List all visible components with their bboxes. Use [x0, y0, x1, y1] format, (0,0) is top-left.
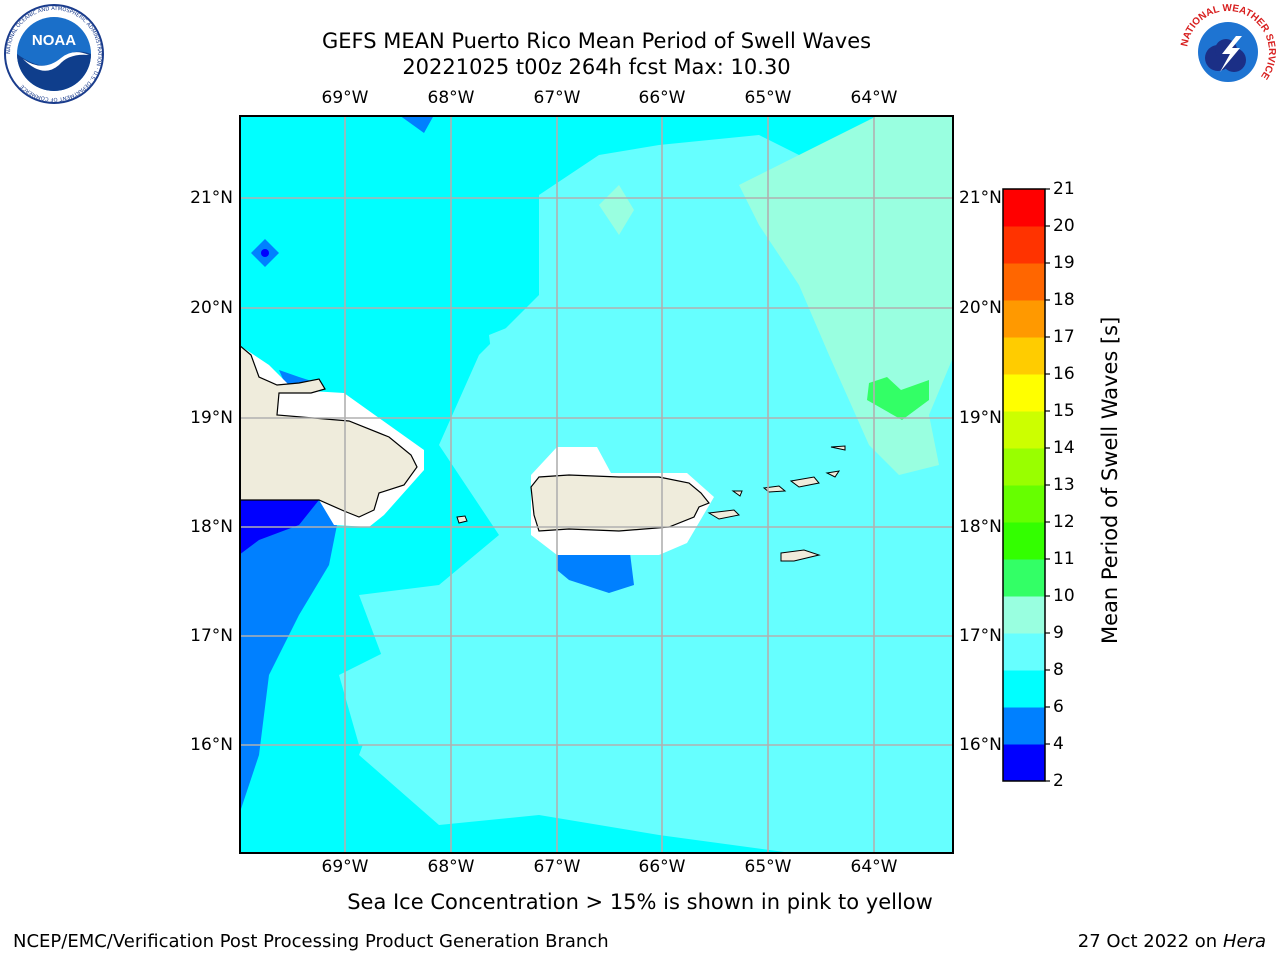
- chart-subtitle: 20221025 t00z 264h fcst Max: 10.30: [402, 55, 791, 79]
- colorbar-tick-label: 17: [1053, 327, 1075, 347]
- lat-label-left: 16°N: [190, 735, 233, 755]
- colorbar-tick-label: 19: [1053, 253, 1075, 273]
- colorbar-tick-label: 2: [1053, 771, 1064, 791]
- lon-label-bottom: 68°W: [427, 857, 475, 877]
- colorbar-tick-label: 16: [1053, 364, 1075, 384]
- land-hispaniola: [239, 344, 418, 518]
- colorbar-tick-label: 15: [1053, 401, 1075, 421]
- sea-ice-note: Sea Ice Concentration > 15% is shown in …: [347, 890, 933, 914]
- colorbar-tick-label: 20: [1053, 216, 1075, 236]
- colorbar-tick-label: 12: [1053, 512, 1075, 532]
- land-culebra: [731, 490, 743, 497]
- field-8-9s-patch-2: [339, 635, 459, 745]
- noaa-logo: NOAA NATIONAL OCEANIC AND ATMOSPHERIC AD…: [4, 4, 104, 104]
- map-frame: [239, 115, 954, 854]
- lat-label-left: 21°N: [190, 188, 233, 208]
- footer-date-text: 27 Oct 2022 on: [1077, 931, 1223, 952]
- land-puerto-rico: [530, 474, 710, 532]
- colorbar-bin: [1003, 670, 1045, 708]
- colorbar-bin: [1003, 707, 1045, 745]
- colorbar-tick-label: 18: [1053, 290, 1075, 310]
- lon-label-bottom: 65°W: [744, 857, 792, 877]
- colorbar-tick-label: 13: [1053, 475, 1075, 495]
- colorbar-bin: [1003, 263, 1045, 301]
- colorbar-bin: [1003, 448, 1045, 486]
- colorbar-bin: [1003, 374, 1045, 412]
- colorbar-bin: [1003, 337, 1045, 375]
- lat-label-right: 20°N: [959, 298, 1002, 318]
- lat-label-right: 18°N: [959, 517, 1002, 537]
- lon-label-bottom: 64°W: [850, 857, 898, 877]
- colorbar-bin: [1003, 522, 1045, 560]
- lat-label-right: 17°N: [959, 626, 1002, 646]
- lat-label-right: 16°N: [959, 735, 1002, 755]
- lat-label-left: 19°N: [190, 408, 233, 428]
- lon-label-top: 67°W: [533, 88, 581, 108]
- chart-title: GEFS MEAN Puerto Rico Mean Period of Swe…: [321, 29, 872, 53]
- field-4-6s-north: [399, 115, 434, 133]
- lat-label-left: 18°N: [190, 517, 233, 537]
- lon-label-bottom: 66°W: [638, 857, 686, 877]
- colorbar-tick-label: 8: [1053, 660, 1064, 680]
- colorbar-bin: [1003, 596, 1045, 634]
- graticule: [239, 115, 954, 854]
- colorbar-tick-label: 10: [1053, 586, 1075, 606]
- colorbar-tick-label: 9: [1053, 623, 1064, 643]
- colorbar: [1002, 188, 1050, 782]
- lon-label-top: 65°W: [744, 88, 792, 108]
- field-10-11s: [867, 377, 929, 420]
- noaa-logo-text: NOAA: [32, 32, 76, 49]
- colorbar-tick-label: 14: [1053, 438, 1075, 458]
- lon-label-bottom: 67°W: [533, 857, 581, 877]
- lon-label-top: 68°W: [427, 88, 475, 108]
- lon-label-top: 69°W: [321, 88, 369, 108]
- colorbar-tick-label: 21: [1053, 179, 1075, 199]
- lon-label-bottom: 69°W: [321, 857, 369, 877]
- footer-branch: NCEP/EMC/Verification Post Processing Pr…: [13, 931, 609, 952]
- lon-label-top: 66°W: [638, 88, 686, 108]
- lon-label-top: 64°W: [850, 88, 898, 108]
- colorbar-bin: [1003, 559, 1045, 597]
- colorbar-tick-label: 6: [1053, 697, 1064, 717]
- lat-label-right: 21°N: [959, 188, 1002, 208]
- field-4-6s-south-pr: [557, 545, 634, 593]
- colorbar-tick-label: 4: [1053, 734, 1064, 754]
- field-8-9s-patch-3: [759, 515, 899, 635]
- land-vieques: [707, 509, 741, 520]
- colorbar-bin: [1003, 411, 1045, 449]
- land-virgin-gorda: [825, 470, 841, 478]
- colorbar-bin: [1003, 633, 1045, 671]
- nws-logo: NATIONAL WEATHER SERVICE: [1179, 3, 1277, 100]
- colorbar-bin: [1003, 226, 1045, 264]
- footer-date: 27 Oct 2022 on Hera: [1078, 931, 1266, 952]
- colorbar-label: Mean Period of Swell Waves [s]: [1098, 316, 1122, 644]
- lat-label-left: 17°N: [190, 626, 233, 646]
- swell-period-map: [239, 115, 954, 854]
- colorbar-bin: [1003, 485, 1045, 523]
- colorbar-bin: [1003, 189, 1045, 227]
- land-mona-island: [456, 515, 468, 524]
- land-st-croix: [780, 549, 821, 562]
- lat-label-right: 19°N: [959, 408, 1002, 428]
- colorbar-bin: [1003, 744, 1045, 782]
- field-9-10s: [739, 115, 954, 475]
- land-anegada: [830, 445, 846, 451]
- colorbar-tick-label: 11: [1053, 549, 1075, 569]
- lat-label-left: 20°N: [190, 298, 233, 318]
- land-tortola: [789, 476, 820, 488]
- colorbar-bin: [1003, 300, 1045, 338]
- field-2-4s-spot: [261, 249, 269, 257]
- footer-machine: Hera: [1222, 931, 1266, 952]
- field-4-6s-west: [239, 500, 339, 815]
